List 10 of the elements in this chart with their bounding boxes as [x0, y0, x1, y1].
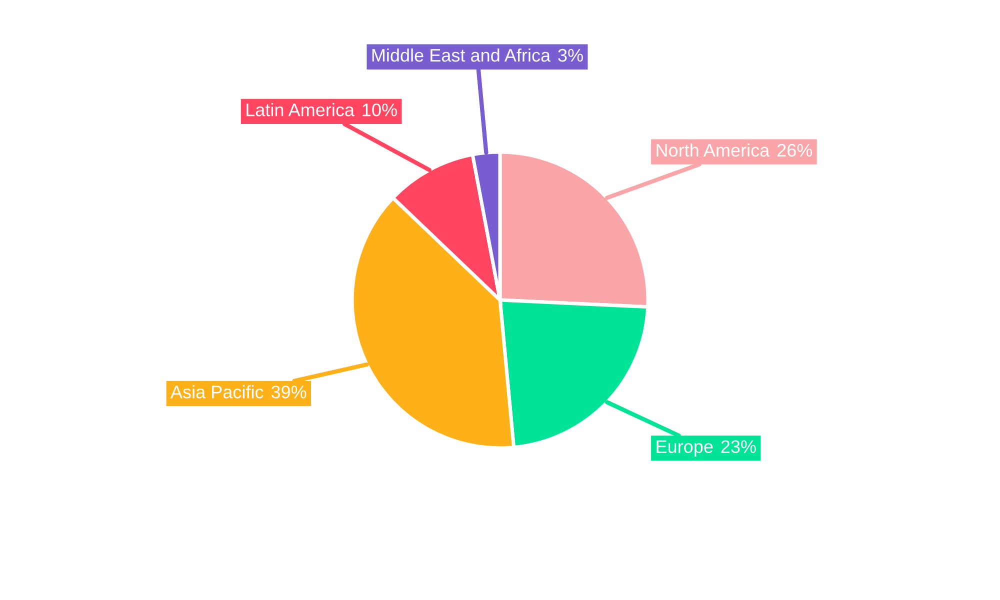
slice-label: North America — [656, 143, 770, 157]
slice-label: Europe — [656, 440, 713, 457]
slice-label: Latin America — [246, 103, 354, 116]
data-label: 23% — [721, 440, 756, 454]
data-label: 26% — [777, 144, 812, 157]
slice-label: Middle East and Africa — [372, 48, 551, 62]
slice-label: Asia Pacific — [170, 385, 264, 398]
data-label: 39% — [271, 386, 306, 398]
data-label: 10% — [362, 103, 397, 116]
data-label: 3% — [558, 48, 583, 62]
